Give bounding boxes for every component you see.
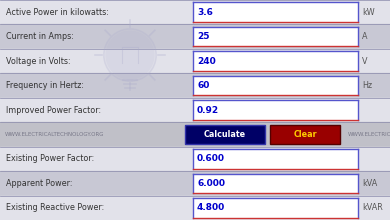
Text: Active Power in kilowatts:: Active Power in kilowatts: bbox=[6, 8, 109, 17]
Bar bbox=[0, 24, 390, 49]
Bar bbox=[193, 100, 358, 120]
Text: 3.6: 3.6 bbox=[197, 8, 213, 17]
Bar bbox=[193, 198, 358, 218]
Text: 240: 240 bbox=[197, 57, 216, 66]
Bar bbox=[193, 149, 358, 169]
Text: kVAR: kVAR bbox=[362, 203, 383, 212]
Text: A: A bbox=[362, 32, 367, 41]
Text: V: V bbox=[362, 57, 367, 66]
Circle shape bbox=[105, 30, 155, 80]
Bar bbox=[193, 27, 358, 46]
Text: Hz: Hz bbox=[362, 81, 372, 90]
Bar bbox=[0, 171, 390, 196]
Text: 6.000: 6.000 bbox=[197, 179, 225, 188]
Bar bbox=[270, 125, 340, 144]
Text: kW: kW bbox=[362, 8, 375, 17]
Text: Frequency in Hertz:: Frequency in Hertz: bbox=[6, 81, 84, 90]
Text: 0.92: 0.92 bbox=[197, 106, 219, 114]
Text: Clear: Clear bbox=[293, 130, 317, 139]
Text: Existing Power Factor:: Existing Power Factor: bbox=[6, 154, 94, 163]
Bar bbox=[0, 0, 390, 24]
Bar bbox=[193, 51, 358, 71]
Text: 4.800: 4.800 bbox=[197, 203, 225, 212]
Text: WWW.ELECTRICALTECHNOLOGY.ORG: WWW.ELECTRICALTECHNOLOGY.ORG bbox=[5, 132, 105, 137]
Text: Existing Reactive Power:: Existing Reactive Power: bbox=[6, 203, 104, 212]
Text: 0.600: 0.600 bbox=[197, 154, 225, 163]
Bar bbox=[193, 174, 358, 193]
Text: Voltage in Volts:: Voltage in Volts: bbox=[6, 57, 71, 66]
Text: Calculate: Calculate bbox=[204, 130, 246, 139]
Text: Current in Amps:: Current in Amps: bbox=[6, 32, 74, 41]
Bar bbox=[0, 73, 390, 98]
Text: kVA: kVA bbox=[362, 179, 377, 188]
Text: WWW.ELECTRICALTECHNOLOGY.ORG: WWW.ELECTRICALTECHNOLOGY.ORG bbox=[348, 132, 390, 137]
Bar bbox=[0, 196, 390, 220]
Text: 25: 25 bbox=[197, 32, 209, 41]
Text: Apparent Power:: Apparent Power: bbox=[6, 179, 73, 188]
Text: Improved Power Factor:: Improved Power Factor: bbox=[6, 106, 101, 114]
Text: 60: 60 bbox=[197, 81, 209, 90]
Bar bbox=[193, 76, 358, 95]
Bar bbox=[193, 2, 358, 22]
Bar bbox=[0, 98, 390, 122]
Bar bbox=[0, 122, 390, 147]
Bar bbox=[0, 147, 390, 171]
Bar bbox=[0, 49, 390, 73]
Bar bbox=[185, 125, 265, 144]
